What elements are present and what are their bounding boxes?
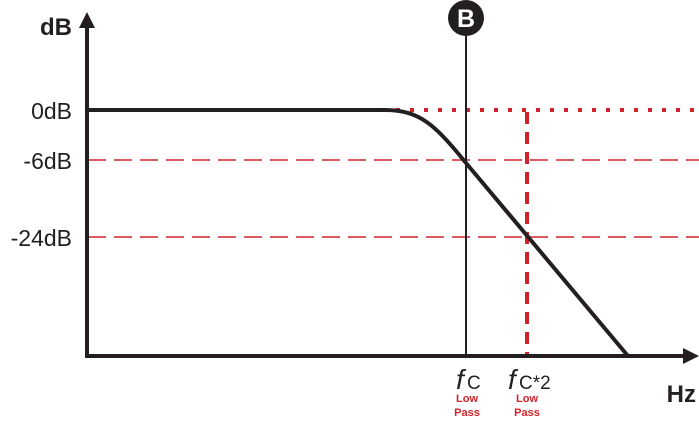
x-axis-arrow-icon <box>683 348 699 364</box>
fc2-note-pass: Pass <box>514 407 540 419</box>
response-curve <box>88 108 630 358</box>
marker-b-label: B <box>457 5 475 33</box>
fc-subscript: C <box>467 373 481 394</box>
fc2-note-low: Low <box>516 393 538 405</box>
fc-note-pass: Pass <box>454 407 480 419</box>
y-axis-arrow-icon <box>79 12 95 28</box>
level-0db: 0dB <box>31 98 72 124</box>
level-minus-6db: -6dB <box>23 148 72 174</box>
fc-note-low: Low <box>456 393 478 405</box>
marker-b-circle <box>448 0 484 36</box>
fc2-subscript: C*2 <box>519 373 551 394</box>
level-minus-24db: -24dB <box>11 225 72 251</box>
fc-symbol: f <box>456 364 467 395</box>
fc2-symbol: f <box>508 364 519 395</box>
x-axis-label: Hz <box>667 381 696 408</box>
y-axis-label: dB <box>40 14 72 41</box>
